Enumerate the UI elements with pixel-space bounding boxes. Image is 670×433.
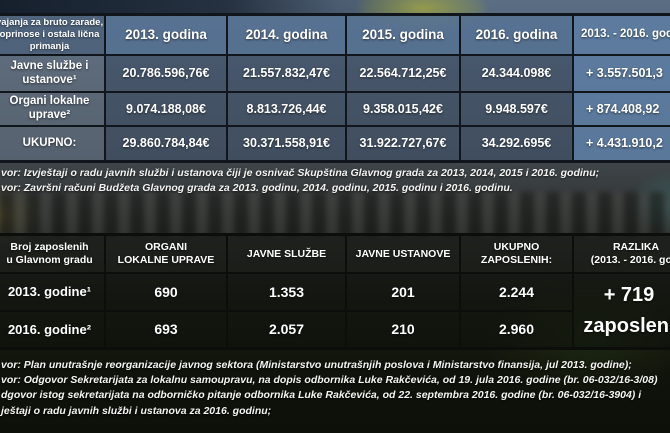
table2-footnotes: vor: Plan unutrašnje reorganizacije javn… bbox=[1, 358, 670, 419]
table1-cell-total: 31.922.727,67€ bbox=[346, 126, 460, 161]
employee-count-table: Broj zaposlenih u Glavnom gradu ORGANI L… bbox=[0, 233, 670, 350]
table2-cell: 201 bbox=[346, 273, 460, 311]
salary-expenditure-table: vajanja za bruto zarade, oprinose i osta… bbox=[0, 13, 670, 163]
table1-col-header-2015: 2015. godina bbox=[346, 15, 460, 55]
table2-cell: 2.244 bbox=[460, 273, 573, 311]
footnote-line: vor: Završni računi Budžeta Glavnog grad… bbox=[1, 182, 513, 195]
table1-cell-total-difference: + 4.431.910,2 bbox=[573, 126, 670, 161]
table2-col-header-local-admin: ORGANI LOKALNE UPRAVE bbox=[105, 235, 227, 273]
table1-cell: 24.344.098€ bbox=[460, 55, 573, 92]
table2-row-label-2013: 2013. godine¹ bbox=[0, 273, 105, 311]
table2-difference-value: + 719 zaposleni bbox=[583, 283, 670, 337]
table2-corner-header: Broj zaposlenih u Glavnom gradu bbox=[0, 235, 105, 273]
table1-cell: 22.564.712,25€ bbox=[346, 55, 460, 92]
footnote-line: ještaji o radu javnih službi i ustanova … bbox=[1, 404, 272, 417]
table1-cell-difference: + 3.557.501,3 bbox=[573, 55, 670, 92]
table1-corner-header: vajanja za bruto zarade, oprinose i osta… bbox=[0, 15, 105, 55]
table2-cell: 693 bbox=[105, 311, 227, 348]
table2-cell: 2.057 bbox=[227, 311, 346, 348]
table2-col-header-difference: RAZLIKA (2013. - 2016. godi bbox=[573, 235, 670, 273]
table2-cell: 690 bbox=[105, 273, 227, 311]
table1-cell: 9.948.597€ bbox=[460, 92, 573, 126]
footnote-line: vor: Izvještaji o radu javnih službi i u… bbox=[1, 167, 600, 179]
table2-cell: 1.353 bbox=[227, 273, 346, 311]
table1-cell-total: 30.371.558,91€ bbox=[227, 126, 346, 161]
table1-col-header-2014: 2014. godina bbox=[227, 15, 346, 55]
table1-cell-total: 29.860.784,84€ bbox=[105, 126, 227, 161]
footnote-line: dgovor istog sekretarijata na odborničko… bbox=[1, 389, 642, 402]
table1-cell-total: 34.292.695€ bbox=[460, 126, 573, 161]
table2-cell: 210 bbox=[346, 311, 460, 348]
photo-top-band bbox=[0, 0, 670, 13]
table1-cell: 9.074.188,08€ bbox=[105, 92, 227, 126]
table1-col-header-2013: 2013. godina bbox=[105, 15, 227, 55]
table2-difference-cell: + 719 zaposleni bbox=[573, 273, 670, 348]
table1-cell-difference: + 874.408,92 bbox=[573, 92, 670, 126]
footnote-line: vor: Odgovor Sekretarijata za lokalnu sa… bbox=[1, 374, 658, 387]
footnote-line: vor: Plan unutrašnje reorganizacije javn… bbox=[1, 359, 632, 371]
table2-col-header-total: UKUPNO ZAPOSLENIH: bbox=[460, 235, 573, 273]
table2-col-header-public-services: JAVNE SLUŽBE bbox=[227, 235, 346, 273]
photo-building-band bbox=[0, 192, 670, 236]
table1-footnotes: vor: Izvještaji o radu javnih službi i u… bbox=[1, 166, 670, 196]
table1-col-header-2016: 2016. godina bbox=[460, 15, 573, 55]
table1-row-label-local-admin: Organi lokalne uprave² bbox=[0, 92, 105, 126]
table1-cell: 9.358.015,42€ bbox=[346, 92, 460, 126]
table2-cell: 2.960 bbox=[460, 311, 573, 348]
table1-col-header-range: 2013. - 2016. god bbox=[573, 15, 670, 55]
table1-row-label-public-services: Javne službe i ustanove¹ bbox=[0, 55, 105, 92]
table2-col-header-institutions: JAVNE USTANOVE bbox=[346, 235, 460, 273]
table1-row-label-total: UKUPNO: bbox=[0, 126, 105, 161]
table1-cell: 21.557.832,47€ bbox=[227, 55, 346, 92]
table2-row-label-2016: 2016. godine² bbox=[0, 311, 105, 348]
table1-cell: 8.813.726,44€ bbox=[227, 92, 346, 126]
table1-cell: 20.786.596,76€ bbox=[105, 55, 227, 92]
